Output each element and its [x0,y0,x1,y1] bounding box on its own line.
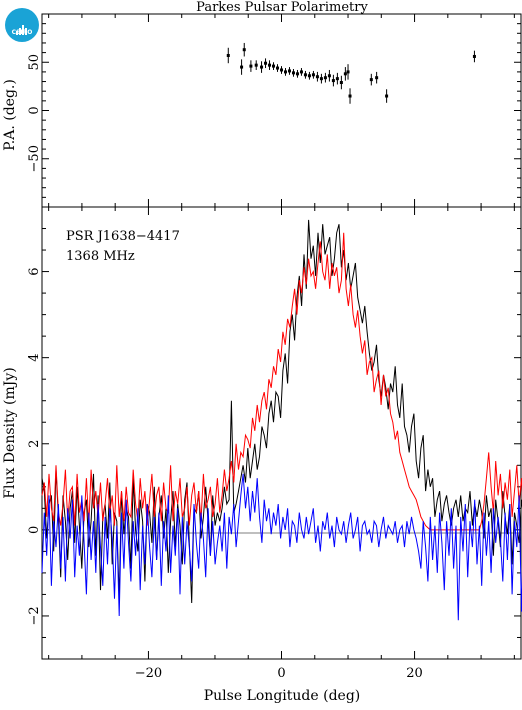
pa-y-axis-label: P.A. (deg.) [2,79,18,151]
pa-point [264,61,268,65]
pa-point [343,72,347,76]
profile-y-ticks: −2 0 2 4 6 [27,206,521,660]
pa-point [339,81,343,85]
profile-y-tick-label: 0 [27,526,42,534]
chart-title: Parkes Pulsar Polarimetry [196,0,368,15]
profile-x-tick-label: 20 [406,666,423,681]
pa-point [346,70,350,74]
pa-y-tick-label: −50 [27,145,42,172]
profile-y-tick-label: 6 [27,267,42,275]
pa-y-ticks: 50 0 −50 [27,23,521,198]
pa-point [299,70,303,74]
pa-point [280,68,283,72]
pa-point [307,74,311,78]
pa-point [335,77,339,81]
pa-points [226,42,476,104]
pa-point [295,72,299,76]
pa-point [327,74,331,78]
profile-x-ticks: −20 0 20 [48,14,515,681]
flux-y-axis-label: Flux Density (mJy) [2,367,18,498]
pa-panel-frame [41,13,522,208]
pa-point [303,73,307,77]
pa-y-tick-label: 0 [27,106,42,114]
pa-point [276,66,280,70]
pa-point [260,65,264,69]
pa-point [375,76,379,80]
logo-bars-icon [16,16,30,54]
pa-point [226,53,230,57]
profile-y-tick-label: 2 [27,440,42,448]
pa-point [249,64,253,68]
csiro-logo: CSIRO [5,8,39,54]
pulsar-name-annotation: PSR J1638−4417 [66,229,180,244]
circular-flux-line [41,473,522,621]
pa-point [240,65,244,69]
pa-point [268,63,272,67]
linear-flux-line [41,232,522,531]
pa-point [254,63,258,67]
profile-y-tick-label: −2 [27,606,42,625]
profile-y-tick-label: 4 [27,354,42,362]
pa-point [283,70,287,74]
pa-point [323,76,327,80]
pa-point [242,48,246,52]
pa-point [311,73,315,77]
pa-point [291,71,295,75]
x-axis-label: Pulse Longitude (deg) [204,688,361,704]
profile-x-tick-label: −20 [135,666,162,681]
pa-point [315,75,319,79]
total-flux-line [41,219,522,604]
pa-point [272,64,276,68]
pa-panel: 50 0 −50 P.A. (deg.) [2,13,522,208]
pa-point [319,77,323,81]
pa-point [369,78,373,82]
pa-point [385,94,389,98]
profile-series [41,219,522,621]
profile-x-tick-label: 0 [277,666,285,681]
frequency-annotation: 1368 MHz [66,249,135,264]
pa-y-tick-label: 50 [27,54,42,71]
pa-point [331,79,335,83]
logo-text: CSIRO [11,29,33,36]
pa-point [348,94,352,98]
pa-point [472,54,476,58]
pa-point [287,69,291,73]
